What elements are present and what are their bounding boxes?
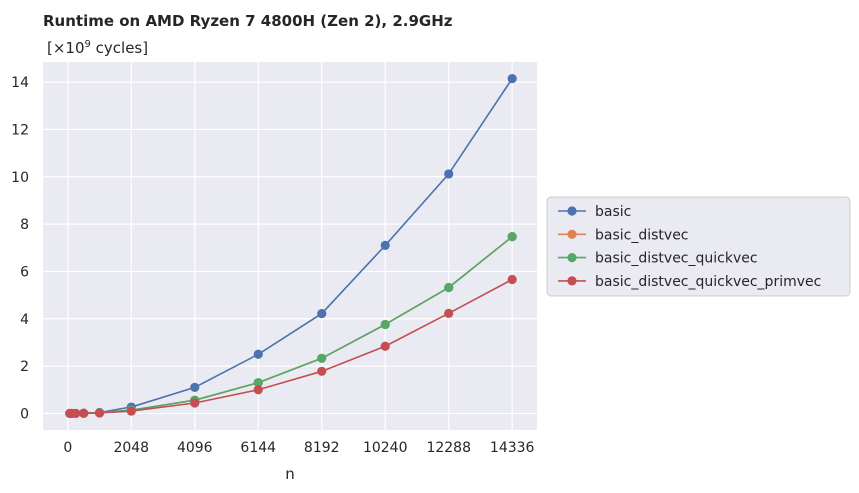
- data-point: [317, 353, 327, 363]
- legend-label: basic: [595, 204, 631, 220]
- legend-marker: [567, 229, 577, 239]
- y-tick-label: 4: [20, 312, 29, 328]
- legend: basic basic_distvec basic_distvec_quickvec…: [546, 196, 851, 297]
- data-point: [380, 240, 390, 251]
- data-point: [507, 232, 517, 242]
- x-tick-label: 2048: [113, 440, 149, 456]
- y-tick-label: 12: [11, 122, 29, 138]
- data-point: [444, 308, 454, 318]
- chart-subtitle: [×109 cycles]: [47, 39, 148, 57]
- y-tick-labels: 0 2 4 6 8 10 12 14: [11, 75, 29, 422]
- x-tick-label: 0: [63, 440, 72, 456]
- y-tick-label: 0: [20, 406, 29, 422]
- legend-item: basic_distvec: [558, 227, 689, 243]
- data-point: [444, 282, 454, 293]
- x-axis-label: n: [285, 465, 295, 483]
- subtitle-exponent: 9: [85, 39, 91, 50]
- data-point: [317, 366, 327, 376]
- data-point: [444, 169, 454, 179]
- y-tick-label: 14: [11, 75, 29, 91]
- legend-item: basic_distvec_quickvec_primvec: [558, 274, 821, 290]
- data-point: [253, 385, 263, 395]
- x-tick-labels: 0 2048 4096 6144 8192 10240 12288 14336: [63, 440, 534, 456]
- legend-marker: [567, 253, 577, 263]
- x-tick-label: 10240: [363, 440, 408, 456]
- y-tick-label: 8: [20, 217, 29, 233]
- data-point: [190, 398, 200, 408]
- data-point: [507, 274, 517, 285]
- y-tick-label: 6: [20, 264, 29, 280]
- data-point: [94, 408, 105, 418]
- subtitle-prefix: [×10: [47, 39, 85, 57]
- series-basic-distvec-quickvec-primvec: [65, 274, 517, 419]
- y-tick-label: 2: [20, 359, 29, 375]
- data-point: [190, 382, 200, 393]
- data-point: [253, 349, 263, 359]
- legend-label: basic_distvec_quickvec: [595, 251, 758, 267]
- legend-label: basic_distvec: [595, 227, 689, 243]
- x-tick-label: 12288: [426, 440, 471, 456]
- data-point: [253, 378, 263, 388]
- data-point: [380, 341, 390, 351]
- legend-marker: [567, 206, 577, 216]
- x-tick-label: 6144: [240, 440, 276, 456]
- legend-item: basic_distvec_quickvec: [558, 251, 758, 267]
- subtitle-suffix: cycles]: [91, 39, 148, 57]
- plot-area: [43, 62, 537, 430]
- series-layer: [65, 73, 517, 419]
- legend-item: basic: [558, 204, 631, 220]
- data-point: [380, 319, 390, 330]
- chart-title: Runtime on AMD Ryzen 7 4800H (Zen 2), 2.…: [43, 12, 453, 30]
- legend-box: [546, 196, 851, 297]
- data-point: [126, 406, 136, 416]
- legend-marker: [567, 276, 577, 286]
- x-tick-label: 8192: [304, 440, 340, 456]
- data-point: [79, 408, 89, 418]
- data-point: [317, 308, 327, 319]
- data-point: [71, 408, 81, 419]
- x-tick-label: 4096: [177, 440, 213, 456]
- data-point: [507, 73, 517, 84]
- y-tick-label: 10: [11, 170, 29, 186]
- x-tick-label: 14336: [490, 440, 535, 456]
- legend-label: basic_distvec_quickvec_primvec: [595, 274, 821, 290]
